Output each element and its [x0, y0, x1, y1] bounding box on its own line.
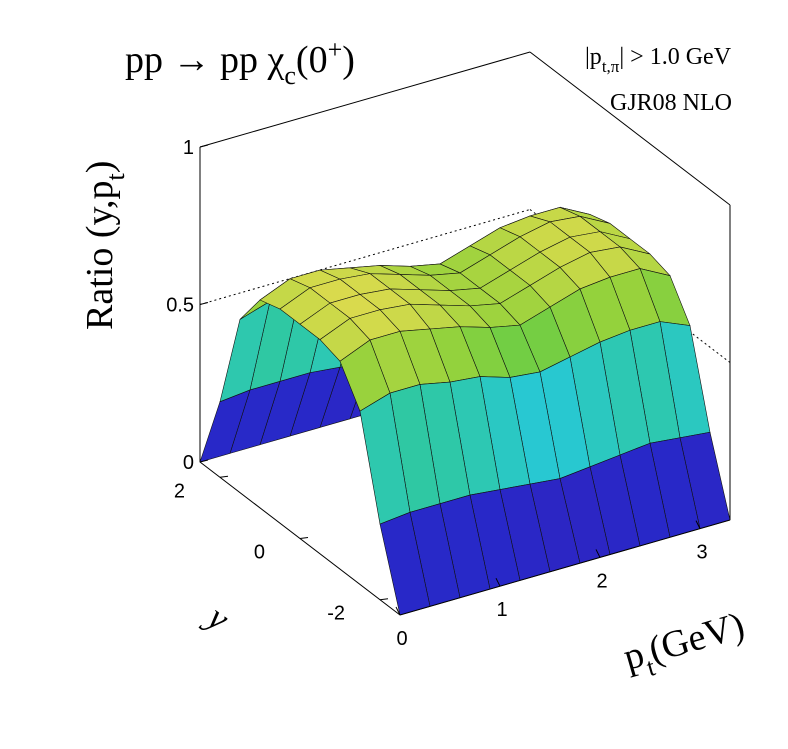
x-tick: [495, 577, 501, 587]
z-tick: [199, 302, 209, 305]
annotation: |pt,π| > 1.0 GeV: [585, 44, 732, 76]
y-tick: [219, 475, 229, 478]
box-edge: [199, 51, 531, 148]
z-tick: [199, 459, 209, 463]
z-axis-label: Ratio (y,pt): [79, 161, 130, 330]
x-axis: [399, 519, 731, 616]
x-axis-label: pt(GeV): [619, 604, 752, 687]
z-tick: [199, 144, 209, 148]
grid-line: [199, 209, 531, 305]
x-tick: [595, 549, 601, 558]
y-tick-label: 0: [254, 542, 265, 564]
x-tick-label: 2: [596, 570, 607, 592]
x-tick-label: 3: [696, 542, 707, 564]
y-tick-label: -2: [327, 603, 345, 625]
z-tick-label: 0.5: [166, 295, 194, 317]
chart-title: pp → pp χc(0+): [125, 35, 355, 90]
z-tick-label: 0: [183, 452, 194, 474]
y-tick: [379, 598, 389, 601]
x-tick: [395, 606, 401, 616]
y-axis-label: y: [198, 595, 237, 639]
z-tick-label: 1: [183, 137, 194, 159]
y-tick-label: 2: [174, 480, 185, 502]
x-tick-label: 1: [496, 599, 507, 621]
box-edge: [529, 51, 731, 206]
y-tick: [299, 537, 309, 539]
x-tick: [695, 520, 701, 529]
x-tick-label: 0: [396, 628, 407, 650]
annotation: GJR08 NLO: [610, 90, 732, 116]
